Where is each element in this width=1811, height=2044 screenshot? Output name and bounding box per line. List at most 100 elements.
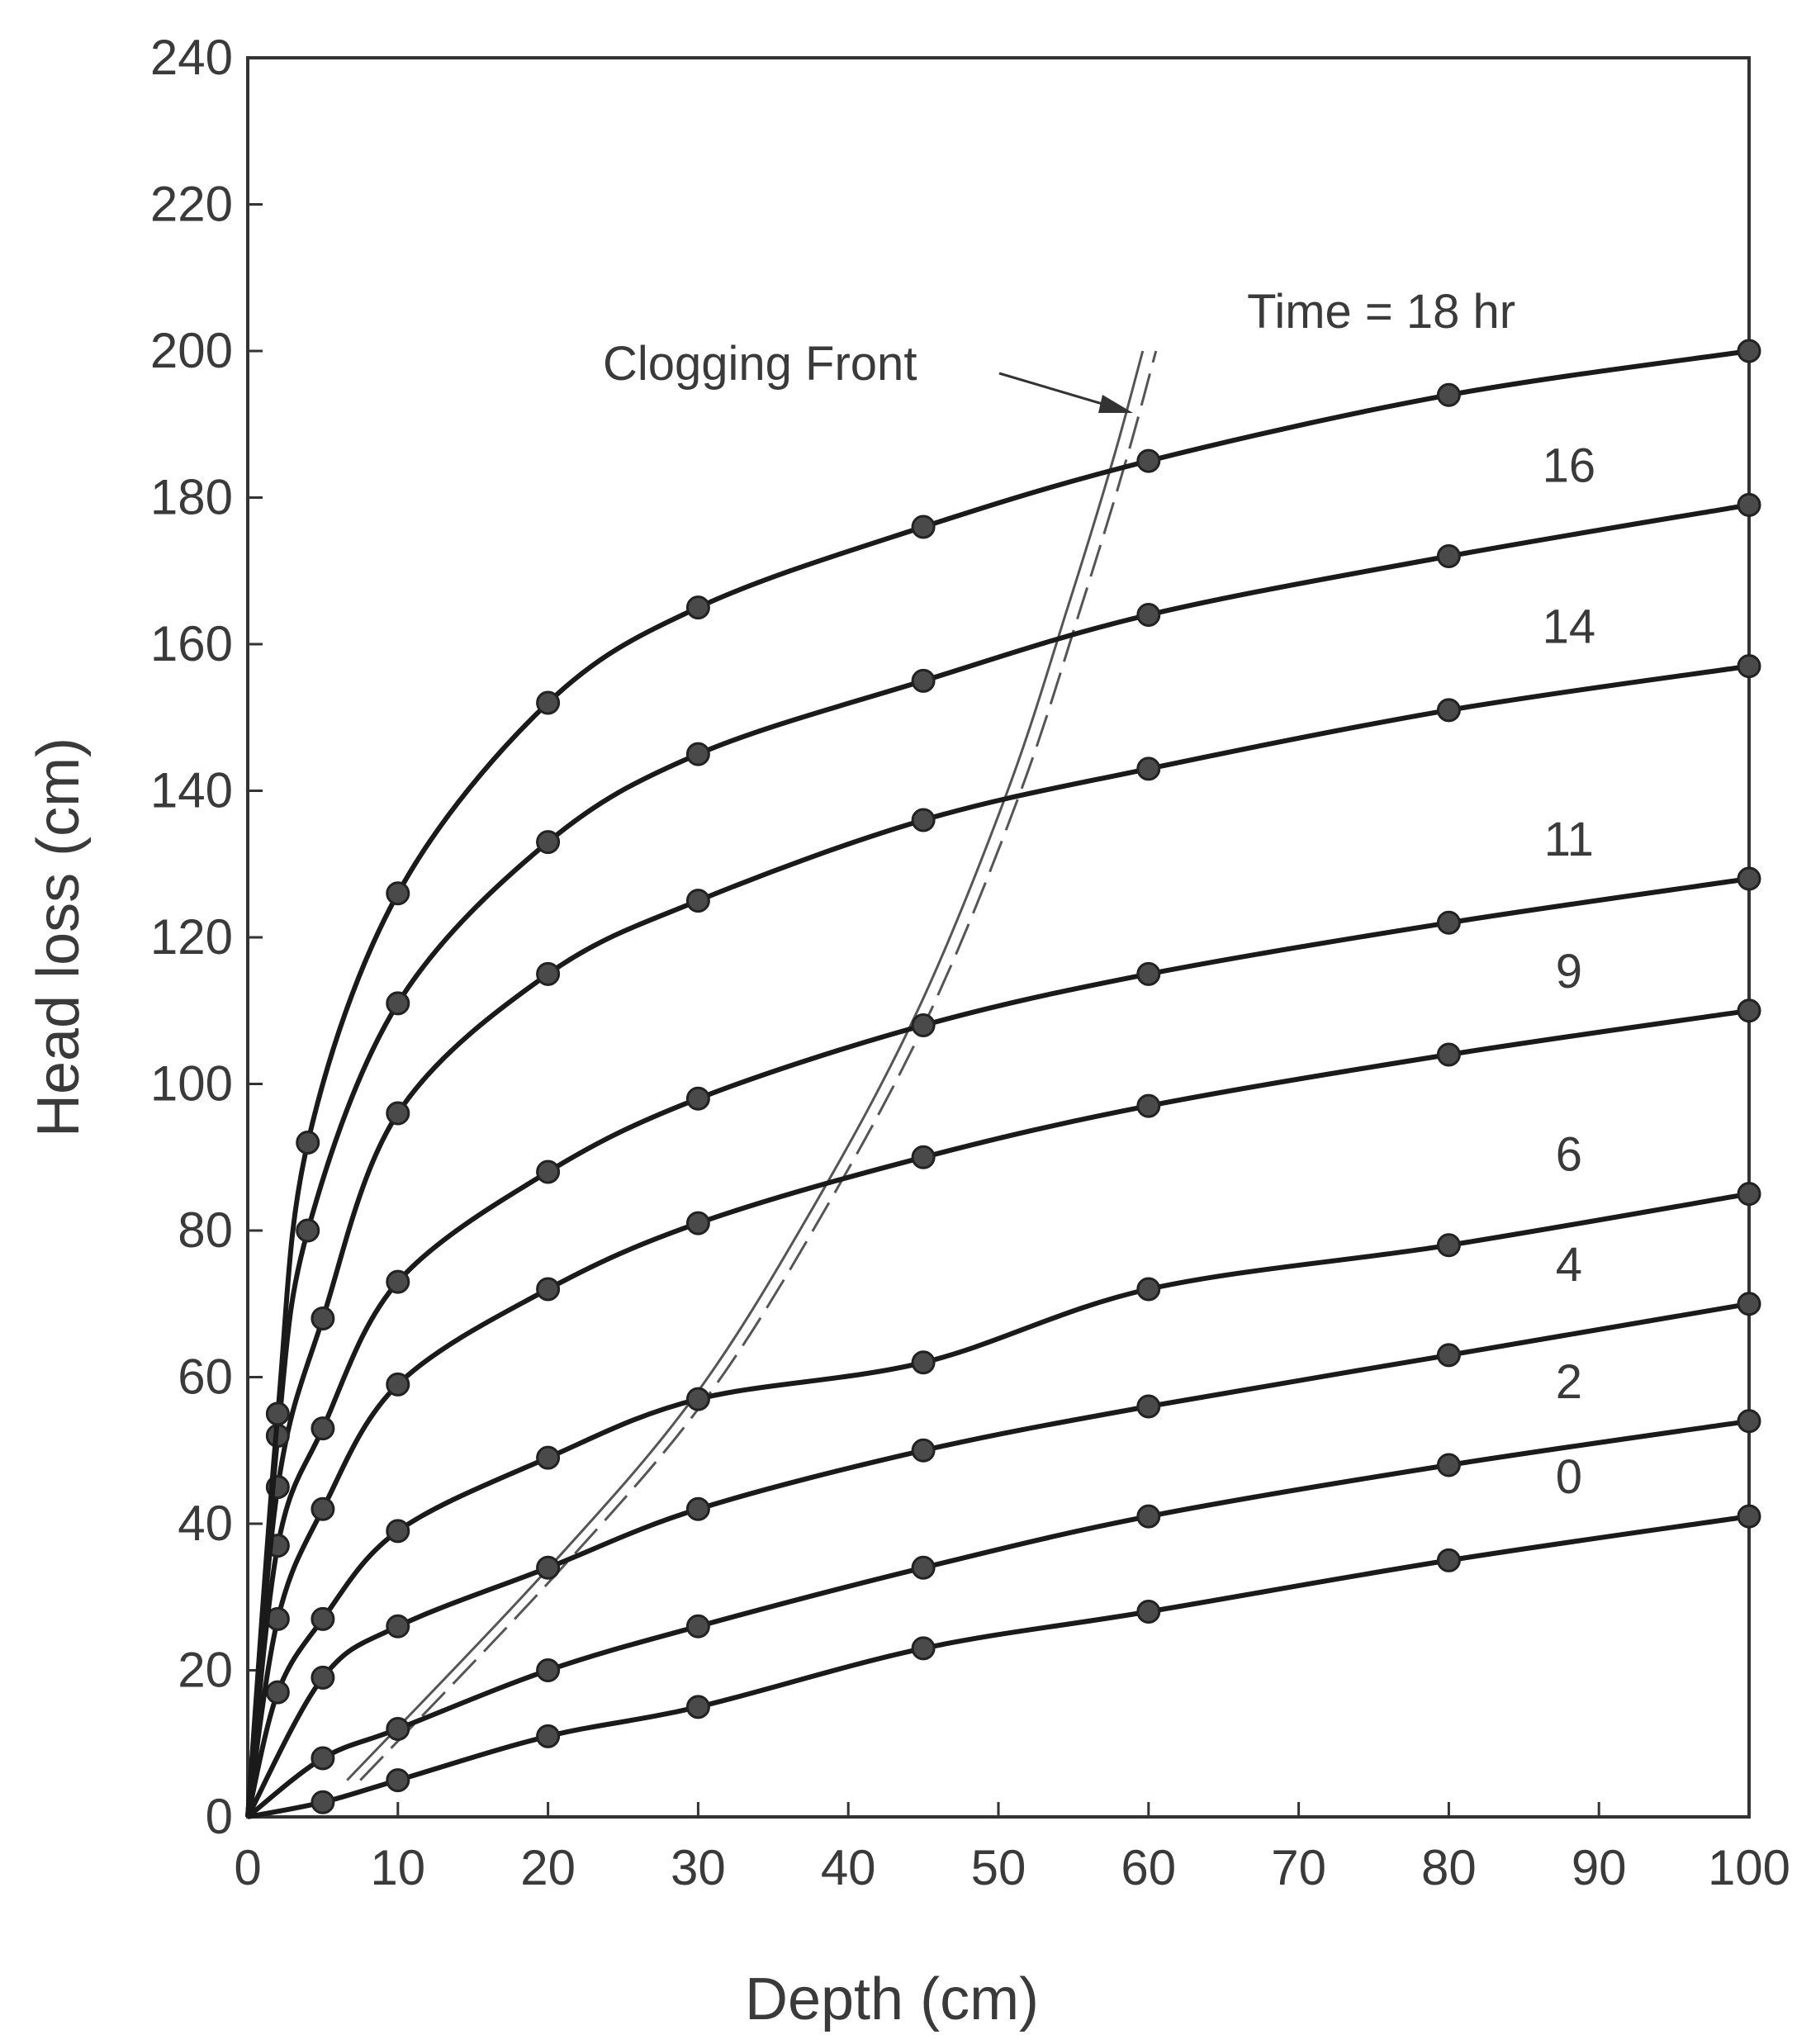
x-tick-label: 40 (821, 1840, 876, 1895)
x-tick-label: 20 (520, 1840, 576, 1895)
series-label: 14 (1543, 600, 1596, 654)
data-point (536, 1160, 561, 1184)
x-tick-label: 30 (671, 1840, 726, 1895)
series-label: Time = 18 hr (1247, 285, 1515, 339)
data-point (311, 1416, 335, 1441)
data-point (1436, 1343, 1461, 1368)
data-point (311, 1665, 335, 1690)
series-label: 9 (1556, 945, 1582, 998)
clogging-front-arrowhead (1098, 395, 1133, 413)
data-point (536, 1277, 561, 1302)
y-tick-label: 200 (150, 323, 233, 378)
data-point (1737, 654, 1761, 679)
data-point (1737, 339, 1761, 363)
data-point (536, 690, 561, 715)
data-point (1136, 1093, 1161, 1118)
data-point (386, 881, 410, 906)
data-point (911, 668, 936, 693)
data-point (1136, 1277, 1161, 1302)
data-point (386, 1519, 410, 1544)
series-label: 16 (1543, 439, 1596, 492)
data-point (536, 1445, 561, 1470)
y-tick-label: 60 (178, 1349, 233, 1405)
data-point (311, 1606, 335, 1631)
data-point (1136, 603, 1161, 627)
y-tick-label: 120 (150, 909, 233, 965)
x-tick-label: 50 (971, 1840, 1026, 1895)
y-tick-label: 20 (178, 1643, 233, 1698)
plot-frame (246, 56, 1751, 1819)
data-point (311, 1307, 335, 1330)
clogging-front-arrow (998, 372, 1120, 410)
data-point (1436, 544, 1461, 568)
data-point (911, 808, 936, 832)
data-point (911, 1145, 936, 1169)
data-point (1737, 492, 1761, 517)
data-point (311, 1790, 335, 1814)
series-label: 2 (1556, 1355, 1582, 1409)
data-point (1436, 910, 1461, 935)
y-tick-label: 0 (206, 1789, 233, 1844)
clogging-front (346, 350, 1158, 1781)
y-tick-label: 180 (150, 470, 233, 525)
y-tick-label: 140 (150, 763, 233, 818)
series-group (245, 339, 1761, 1819)
data-point (536, 1658, 561, 1682)
data-point (1436, 698, 1461, 723)
series-line (245, 663, 1750, 1818)
series-label: 4 (1556, 1238, 1582, 1292)
data-point (1737, 1409, 1761, 1434)
data-point (1136, 756, 1161, 781)
y-axis-title: Head loss (cm) (26, 737, 92, 1137)
data-point (1737, 1182, 1761, 1207)
data-point (911, 1636, 936, 1661)
series-label: 0 (1556, 1450, 1582, 1504)
y-tick-label: 80 (178, 1202, 233, 1258)
data-point (1136, 1504, 1161, 1529)
series-line (245, 502, 1750, 1818)
series-line (245, 1191, 1750, 1818)
data-point (311, 1746, 335, 1771)
data-point (386, 1269, 410, 1294)
series-line (245, 1301, 1750, 1819)
series-line (247, 1514, 1750, 1819)
y-tick-label: 220 (150, 177, 233, 232)
data-point (1136, 448, 1161, 473)
x-tick-label: 10 (370, 1840, 425, 1895)
data-point (1737, 1292, 1761, 1316)
y-tick-label: 40 (178, 1496, 233, 1551)
tick-labels: 0 10 20 30 40 50 60 70 80 90 100020406080100120140… (150, 30, 1790, 1895)
data-point (265, 1680, 290, 1705)
data-point (685, 1695, 710, 1719)
data-point (386, 991, 410, 1016)
x-tick-label: 100 (1708, 1840, 1790, 1895)
data-point (1436, 1042, 1461, 1067)
y-tick-label: 100 (150, 1056, 233, 1112)
data-point (911, 515, 936, 539)
series-line (245, 349, 1750, 1818)
data-point (1436, 1453, 1461, 1477)
data-point (685, 1211, 710, 1235)
data-point (685, 1614, 710, 1639)
series-line (245, 1008, 1750, 1818)
y-tick-label: 240 (150, 30, 233, 85)
clogging-front-line (359, 350, 1158, 1781)
x-tick-label: 0 (234, 1840, 261, 1895)
series-line (245, 876, 1750, 1818)
data-point (1436, 1548, 1461, 1572)
series-labels: 0 2 4 6 9 11 14 16 Time = 18 hr (1247, 285, 1595, 1504)
data-point (1737, 998, 1761, 1023)
data-point (685, 1496, 710, 1521)
data-point (911, 1350, 936, 1375)
data-point (1436, 1233, 1461, 1258)
x-tick-label: 70 (1271, 1840, 1326, 1895)
data-point (685, 1387, 710, 1411)
data-point (685, 1086, 710, 1111)
data-point (296, 1131, 320, 1155)
clogging-front-annotation: Clogging Front (603, 337, 917, 391)
data-point (911, 1438, 936, 1463)
data-point (1737, 866, 1761, 891)
data-point (536, 961, 561, 986)
x-tick-label: 80 (1421, 1840, 1477, 1895)
